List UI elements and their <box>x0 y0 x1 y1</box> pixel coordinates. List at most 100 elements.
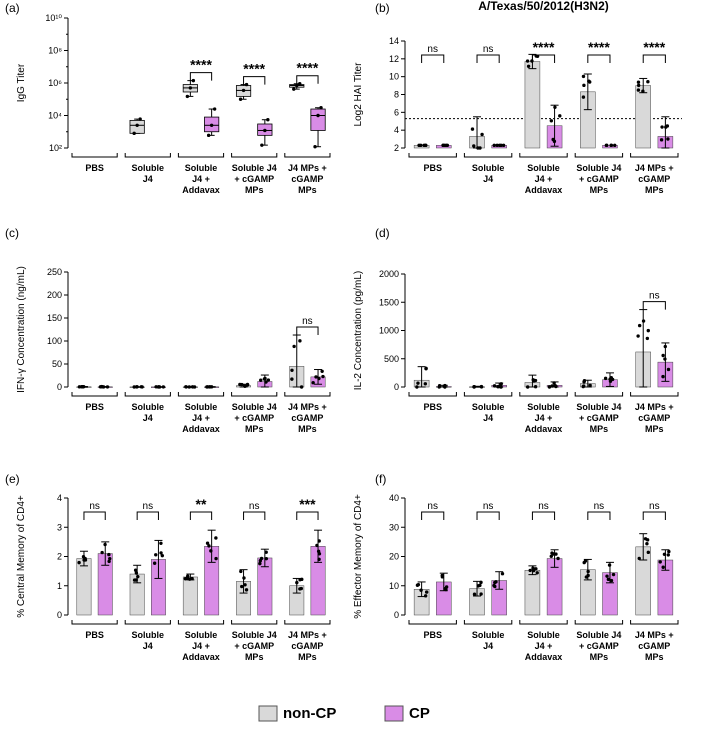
data-point <box>588 80 592 84</box>
significance-label: ns <box>538 501 549 512</box>
group-bracket <box>463 620 513 625</box>
data-point <box>658 560 662 564</box>
data-point <box>646 328 650 333</box>
data-point <box>556 556 560 561</box>
data-point <box>423 594 428 598</box>
data-point <box>214 536 218 540</box>
group-bracket <box>408 620 457 625</box>
data-point <box>637 556 641 561</box>
y-tick-label: 10 <box>389 72 399 82</box>
group-bracket <box>124 153 171 158</box>
data-point <box>208 385 212 389</box>
y-tick-label: 500 <box>384 354 399 364</box>
data-point <box>582 83 586 88</box>
data-point <box>609 143 614 148</box>
data-point <box>132 131 136 136</box>
x-tick-label: J4 MPs + cGAMP MPs <box>288 163 327 195</box>
significance-bracket <box>189 511 213 520</box>
y-tick-label: 150 <box>47 313 62 323</box>
data-point <box>314 375 318 379</box>
y-tick-label: 10 <box>389 581 399 591</box>
data-point <box>637 323 642 328</box>
data-point <box>243 583 247 587</box>
panel-label: (a) <box>5 1 20 15</box>
x-tick-label: Soluble J4 + cGAMP MPs <box>232 163 277 195</box>
y-axis-label: IFN-γ Concentration (ng/mL) <box>16 266 27 393</box>
group-bracket <box>630 620 679 625</box>
data-point <box>135 385 139 389</box>
data-point <box>441 143 445 148</box>
data-point <box>157 385 161 389</box>
y-axis-label: IgG Titer <box>16 63 27 102</box>
data-point <box>311 381 315 385</box>
data-point <box>605 574 609 578</box>
x-tick-label-line: cGAMP <box>638 641 670 651</box>
data-point <box>240 584 244 589</box>
data-point <box>209 123 214 127</box>
group-bracket <box>71 392 118 397</box>
data-point <box>103 542 107 547</box>
significance-bracket <box>189 72 213 81</box>
chart-title: A/Texas/50/2012(H3N2) <box>478 0 609 13</box>
data-point <box>160 553 165 558</box>
data-point <box>660 125 664 129</box>
group-bracket <box>124 392 171 397</box>
group-bracket <box>284 153 331 158</box>
data-point <box>581 384 586 388</box>
x-tick-label-line: J4 MPs + <box>288 630 327 640</box>
significance-label: ns <box>302 316 313 327</box>
data-point <box>424 143 428 148</box>
group-bracket <box>574 620 624 625</box>
data-point <box>317 557 321 562</box>
data-point <box>299 586 304 591</box>
data-point <box>212 107 217 111</box>
significance-bracket <box>421 511 445 520</box>
data-point <box>134 571 139 575</box>
data-point <box>613 143 617 148</box>
group-bracket <box>630 392 679 397</box>
data-point <box>298 82 302 86</box>
y-tick-label: 20 <box>389 552 399 562</box>
data-point <box>300 577 304 582</box>
x-tick-label: Soluble J4 + cGAMP MPs <box>576 163 621 195</box>
data-point <box>258 559 263 563</box>
data-point <box>244 82 249 87</box>
data-point <box>470 127 475 131</box>
data-point <box>549 554 553 559</box>
y-axis-label: % Central Memory of CD4+ <box>16 495 27 618</box>
x-tick-label-line: MPs <box>245 424 264 434</box>
data-point <box>534 567 538 571</box>
x-tick-label-line: Soluble J4 <box>576 163 621 173</box>
y-tick-label: 30 <box>389 522 399 532</box>
x-tick-label-line: Soluble <box>185 402 218 412</box>
significance-bracket <box>531 511 556 520</box>
x-tick-label-line: Soluble J4 <box>232 163 277 173</box>
significance-label: *** <box>299 496 316 512</box>
x-tick-label-line: J4 <box>483 641 493 651</box>
group-bracket <box>574 153 624 158</box>
significance-label: ns <box>143 501 154 512</box>
data-point <box>478 146 482 150</box>
x-tick-label-line: Addavax <box>182 652 220 662</box>
x-tick-label-line: PBS <box>423 402 442 412</box>
significance-label: ns <box>483 44 494 55</box>
data-point <box>132 385 136 389</box>
data-point <box>295 580 299 585</box>
group-bracket <box>519 392 568 397</box>
data-point <box>152 561 157 565</box>
group-bracket <box>408 153 457 158</box>
x-tick-label-line: Soluble <box>185 630 218 640</box>
x-tick-label-line: J4 <box>143 413 153 423</box>
data-point <box>586 569 590 574</box>
x-tick-label-line: MPs <box>298 424 317 434</box>
data-point <box>558 114 562 118</box>
x-tick-label-line: Soluble J4 <box>232 630 277 640</box>
significance-label: ns <box>249 501 260 512</box>
significance-bracket <box>296 75 319 84</box>
data-point <box>192 385 197 389</box>
x-tick-label-line: PBS <box>423 630 442 640</box>
significance-bracket <box>421 54 445 63</box>
data-point <box>266 118 270 122</box>
data-point <box>663 344 667 349</box>
data-point <box>645 538 650 542</box>
